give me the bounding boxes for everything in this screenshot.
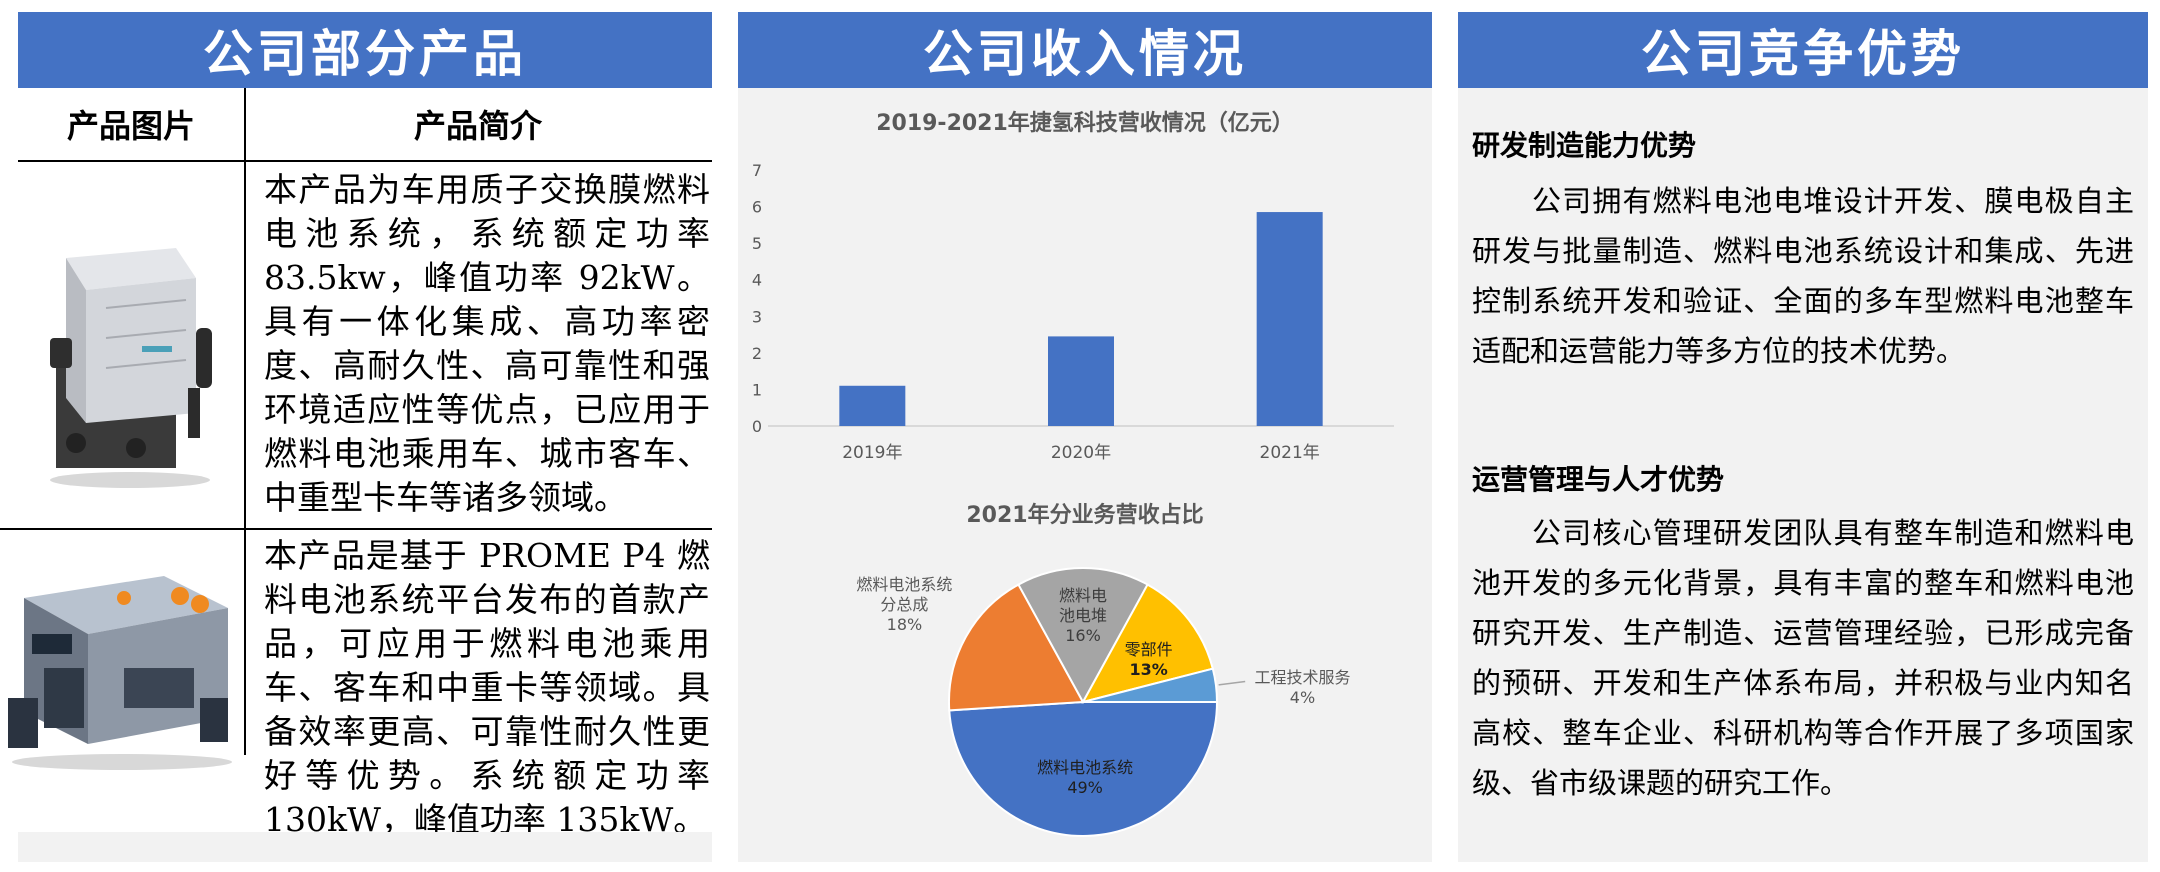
products-panel: 公司部分产品 产品图片 产品简介 本产品为车用质子交换膜燃料电池系统，系统额定功…	[0, 12, 712, 862]
products-panel-footer	[18, 832, 712, 862]
pie-percent-label: 18%	[887, 615, 923, 634]
pie-label: 零部件	[1125, 640, 1173, 659]
revenue-charts: 2019-2021年捷氢科技营收情况（亿元） 0 1 2 3 4 5 6 7 2019年 2020…	[752, 110, 1394, 838]
pie-label: 分总成	[880, 595, 928, 614]
pie-slice-零部件	[1081, 583, 1215, 704]
products-panel-title: 公司部分产品	[18, 12, 712, 88]
bar-y-tick-label: 0	[752, 417, 762, 436]
pie-label: 工程技术服务	[1254, 668, 1350, 687]
revenue-panel: 公司收入情况 2019-2021年捷氢科技营收情况（亿元） 0 1 2 3 4 5 6 7 20…	[738, 12, 1432, 862]
fuel-cell-system-image-1	[50, 248, 212, 488]
bar-chart: 0 1 2 3 4 5 6 7 2019年 2020年 2021年	[752, 161, 1394, 463]
bar-chart-title: 2019-2021年捷氢科技营收情况（亿元）	[876, 110, 1294, 136]
bar-y-tick-label: 6	[752, 198, 762, 217]
bar-y-tick-label: 4	[752, 271, 762, 290]
pie-slice-燃料电池系统分总成	[948, 583, 1085, 712]
bar-y-tick-label: 2	[752, 344, 762, 363]
pie-slice-燃料电池系统	[948, 701, 1219, 838]
pie-leader-line	[1218, 680, 1246, 686]
pie-label: 燃料电池系统	[856, 575, 952, 594]
header-product-image: 产品图片	[66, 107, 195, 145]
bar-x-tick-label: 2019年	[842, 443, 902, 463]
pie-slice-工程技术服务	[1082, 667, 1219, 703]
product-2-description: 本产品是基于 PROME P4 燃料电池系统平台发布的首款产品，可应用于燃料电池…	[264, 536, 710, 839]
table-row-divider	[0, 528, 712, 530]
pie-label: 池电堆	[1059, 606, 1107, 625]
bar-x-tick-label: 2021年	[1260, 443, 1320, 463]
bar-y-tick-label: 1	[752, 380, 762, 399]
bar-2019年	[839, 385, 906, 426]
fuel-cell-system-image-2	[8, 576, 232, 770]
advantage-2-heading: 运营管理与人才优势	[1472, 463, 1725, 496]
revenue-panel-title: 公司收入情况	[738, 12, 1432, 88]
bar-y-tick-label: 3	[752, 307, 762, 326]
product-1-description: 本产品为车用质子交换膜燃料电池系统，系统额定功率 83.5kw，峰值功率 92k…	[264, 170, 710, 517]
bar-2020年	[1048, 336, 1114, 426]
bar-x-tick-label: 2020年	[1051, 443, 1111, 463]
table-header-divider	[18, 160, 712, 162]
pie-chart-title: 2021年分业务营收占比	[966, 502, 1203, 528]
advantage-2-body: 公司核心管理研发团队具有整车制造和燃料电池开发的多元化背景，具有丰富的整车和燃料…	[1472, 516, 2134, 800]
advantages-panel: 公司竞争优势 研发制造能力优势 公司拥有燃料电池电堆设计开发、膜电极自主研发与批…	[1458, 12, 2148, 862]
pie-percent-label: 4%	[1290, 688, 1315, 707]
header-product-intro: 产品简介	[413, 107, 542, 145]
advantage-1-body: 公司拥有燃料电池电堆设计开发、膜电极自主研发与批量制造、燃料电池系统设计和集成、…	[1472, 184, 2134, 368]
products-table: 产品图片 产品简介 本产品为车用质子交换膜燃料电池系统，系统额定功率 83.5k…	[0, 88, 712, 840]
advantages-panel-title: 公司竞争优势	[1458, 12, 2148, 88]
pie-slice-燃料电池电堆	[1017, 567, 1149, 705]
pie-label: 燃料电	[1059, 586, 1107, 605]
bar-2021年	[1256, 212, 1323, 426]
bar-y-tick-label: 5	[752, 234, 762, 253]
pie-percent-label: 49%	[1067, 778, 1103, 797]
pie-label: 燃料电池系统	[1037, 758, 1133, 777]
pie-percent-label: 16%	[1065, 626, 1101, 645]
advantage-1-heading: 研发制造能力优势	[1472, 129, 1697, 162]
bar-y-tick-label: 7	[752, 161, 762, 180]
table-column-divider	[244, 88, 246, 755]
pie-percent-label: 13%	[1129, 660, 1167, 679]
